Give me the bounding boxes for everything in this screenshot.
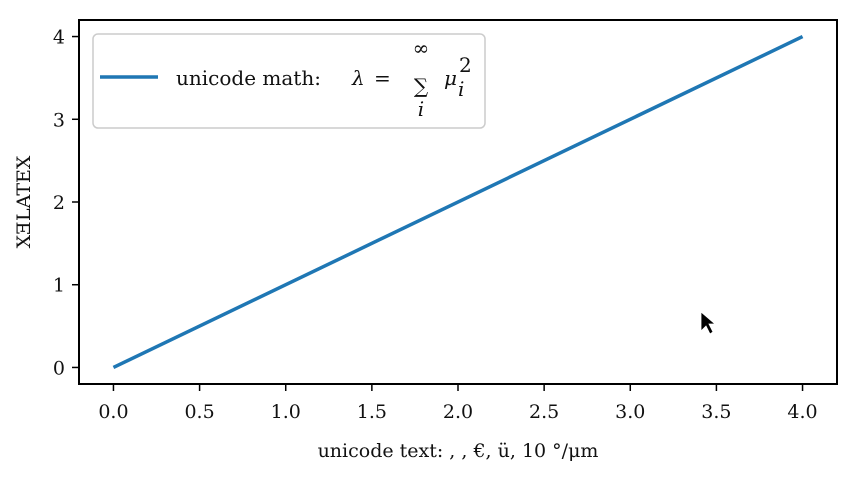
legend-equals: = — [374, 66, 391, 90]
y-tick-label: 3 — [53, 109, 65, 131]
legend-sum-lower: i — [418, 97, 424, 121]
legend-sum-symbol: ∑ — [414, 74, 429, 98]
x-tick-label: 2.5 — [529, 401, 559, 423]
legend-sum-upper: ∞ — [413, 36, 430, 60]
y-axis-label: XƎLATEX — [13, 155, 35, 248]
legend-prefix: unicode math: — [176, 66, 321, 90]
legend-mu: μ — [444, 66, 457, 90]
x-axis: 0.0 0.5 1.0 1.5 2.0 2.5 3.0 3.5 4.0 — [98, 384, 818, 423]
y-tick-label: 4 — [53, 27, 65, 49]
x-axis-label: unicode text: , , €, ü, 10 °/μm — [318, 440, 599, 462]
x-tick-label: 3.5 — [701, 401, 731, 423]
y-tick-label: 0 — [53, 357, 65, 379]
x-tick-label: 3.0 — [615, 401, 645, 423]
legend-lambda: λ — [351, 66, 365, 90]
y-axis: 0 1 2 3 4 — [53, 27, 79, 379]
x-tick-label: 2.0 — [443, 401, 473, 423]
legend-box — [92, 33, 486, 129]
x-tick-label: 1.0 — [271, 401, 301, 423]
x-tick-label: 0.5 — [184, 401, 214, 423]
x-tick-label: 4.0 — [787, 401, 817, 423]
legend: unicode math: λ = ∞ ∑ i μ i 2 — [92, 33, 486, 129]
y-tick-label: 1 — [53, 275, 65, 297]
x-tick-label: 1.5 — [357, 401, 387, 423]
legend-superscript: 2 — [459, 53, 472, 77]
y-tick-label: 2 — [53, 192, 65, 214]
series-line — [112, 34, 804, 370]
legend-subscript: i — [458, 77, 464, 101]
x-tick-label: 0.0 — [98, 401, 128, 423]
mouse-cursor-icon — [700, 311, 717, 335]
